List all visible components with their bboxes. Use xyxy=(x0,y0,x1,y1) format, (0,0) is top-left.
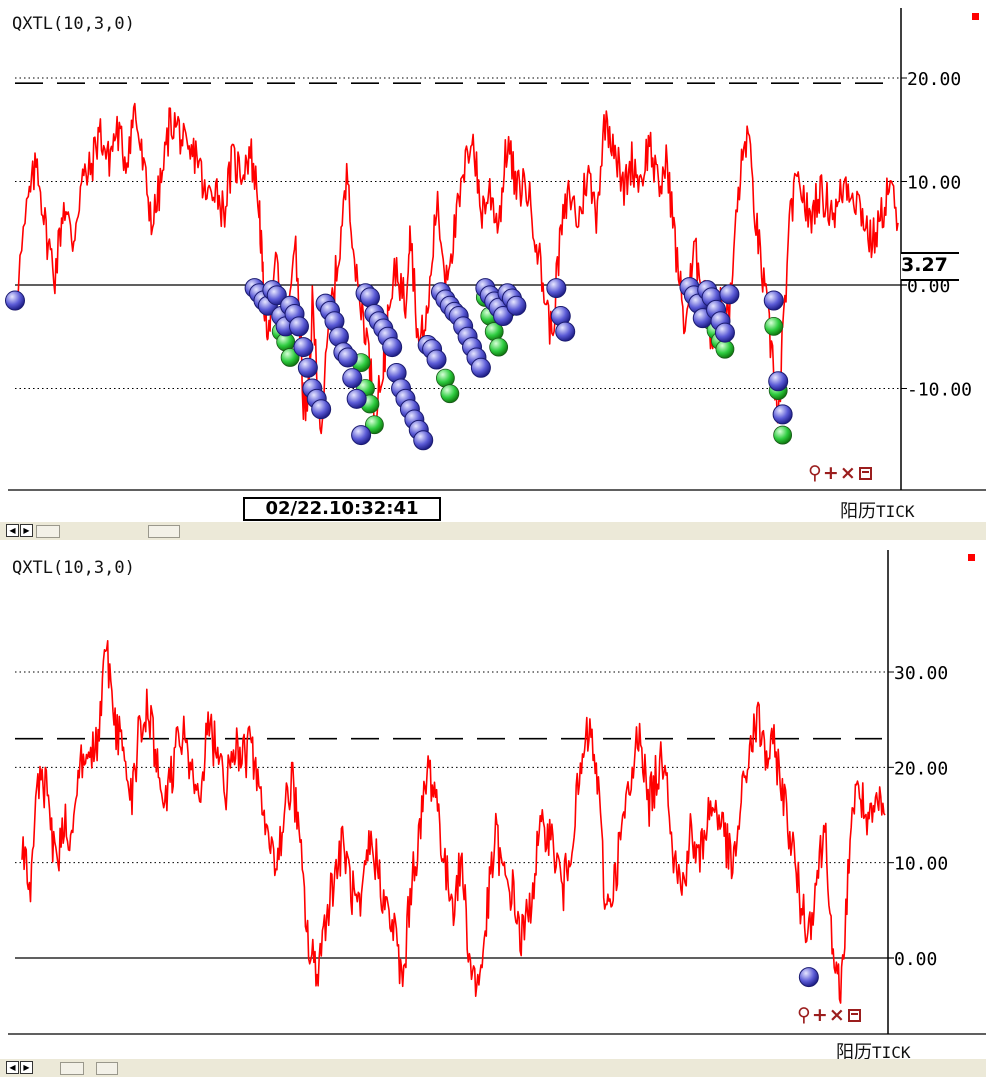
close-icon[interactable]: × xyxy=(839,462,857,484)
time-cursor-label: 02/22.10:32:41 xyxy=(243,497,441,521)
period-label: TICK xyxy=(876,502,915,521)
signal-blue-dot xyxy=(470,357,491,378)
pane-active-marker xyxy=(968,554,975,561)
indicator-pane-top[interactable]: 20.00 10.00 0.00 -10.00 QXTL(10,3,0) 3.27 ⚲… xyxy=(0,0,986,542)
horizontal-scrollbar[interactable]: ◀ ▶ xyxy=(0,1059,986,1077)
zoom-out-icon[interactable]: ◀ xyxy=(6,1061,19,1074)
signal-blue-dot xyxy=(798,967,819,988)
pane-toolbar: ⚲+× xyxy=(797,1004,861,1026)
close-icon[interactable]: × xyxy=(828,1004,846,1026)
signal-blue-dot xyxy=(266,285,287,306)
add-icon[interactable]: + xyxy=(822,462,840,484)
y-tick-label: 20.00 xyxy=(907,69,961,90)
signal-blue-dot xyxy=(346,388,367,409)
signal-blue-dot xyxy=(493,306,514,327)
y-tick-label: 30.00 xyxy=(894,663,948,684)
signal-blue-dot xyxy=(719,284,740,305)
indicator-title: QXTL(10,3,0) xyxy=(12,14,135,34)
signal-green-dot xyxy=(764,316,784,336)
zoom-icon[interactable]: ⚲ xyxy=(797,1004,812,1026)
current-value-label: 3.27 xyxy=(901,252,959,281)
signal-blue-dot xyxy=(555,321,576,342)
calendar-label: 阳历 xyxy=(836,1042,872,1063)
window-icon[interactable] xyxy=(858,467,872,480)
chart-top[interactable]: 20.00 10.00 0.00 -10.00 xyxy=(0,0,986,542)
signal-green-dot xyxy=(773,425,793,445)
zoom-in-icon[interactable]: ▶ xyxy=(20,524,33,537)
signal-blue-dot xyxy=(351,425,372,446)
chart-bottom[interactable]: 30.00 20.00 10.00 0.00 xyxy=(0,542,986,1077)
signal-blue-dot xyxy=(342,368,363,389)
period-label: TICK xyxy=(872,1043,911,1062)
signal-blue-dot xyxy=(293,337,314,358)
signal-blue-dot xyxy=(426,349,447,370)
signal-blue-dot xyxy=(5,290,25,311)
signal-blue-dot xyxy=(382,337,403,358)
add-icon[interactable]: + xyxy=(811,1004,829,1026)
zoom-out-icon[interactable]: ◀ xyxy=(6,524,19,537)
y-tick-label: 0.00 xyxy=(894,949,937,970)
calendar-mode-label[interactable]: 阳历TICK xyxy=(840,497,915,523)
y-tick-label: 10.00 xyxy=(894,854,948,875)
signal-blue-dot xyxy=(768,371,789,392)
series-line xyxy=(21,640,886,1004)
signal-green-dot xyxy=(440,384,460,404)
calendar-mode-label[interactable]: 阳历TICK xyxy=(836,1038,911,1064)
signal-green-dot xyxy=(365,415,384,435)
signal-blue-dot xyxy=(413,430,434,451)
signal-blue-dot xyxy=(359,287,380,308)
window-icon[interactable] xyxy=(847,1009,861,1022)
scroll-thumb[interactable] xyxy=(96,1062,118,1075)
signal-blue-dot xyxy=(337,347,358,368)
signal-blue-dot xyxy=(506,295,527,316)
signal-blue-dot xyxy=(772,404,793,425)
signal-blue-dot xyxy=(311,399,332,420)
indicator-pane-bottom[interactable]: 30.00 20.00 10.00 0.00 QXTL(10,3,0) ⚲+× 阳历T… xyxy=(0,542,986,1077)
pane-active-marker xyxy=(972,13,979,20)
calendar-label: 阳历 xyxy=(840,501,876,522)
y-tick-label: 20.00 xyxy=(894,758,948,779)
signal-blue-dot xyxy=(714,322,735,343)
signal-green-dot xyxy=(489,337,509,357)
y-tick-label: -10.00 xyxy=(907,380,972,401)
signal-blue-dot xyxy=(763,290,784,311)
pane-toolbar: ⚲+× xyxy=(808,462,872,484)
signal-green-dot xyxy=(280,348,300,367)
horizontal-scrollbar[interactable]: ◀ ▶ xyxy=(0,522,986,540)
signal-green-dot xyxy=(715,339,735,359)
zoom-in-icon[interactable]: ▶ xyxy=(20,1061,33,1074)
signal-blue-dot xyxy=(297,357,318,378)
indicator-title: QXTL(10,3,0) xyxy=(12,558,135,578)
signal-green-dot xyxy=(436,368,455,388)
scroll-thumb[interactable] xyxy=(148,525,180,538)
signal-blue-dot xyxy=(288,316,309,337)
signal-blue-dot xyxy=(546,278,567,299)
zoom-icon[interactable]: ⚲ xyxy=(808,462,823,484)
y-tick-label: 10.00 xyxy=(907,173,961,194)
y-tick-label: 0.00 xyxy=(907,276,950,297)
scroll-thumb-small[interactable] xyxy=(36,525,60,538)
series-line xyxy=(14,102,899,435)
scroll-thumb-small[interactable] xyxy=(60,1062,84,1075)
